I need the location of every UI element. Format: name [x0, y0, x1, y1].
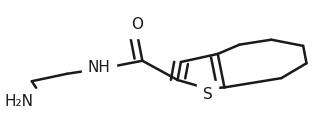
Text: NH: NH	[88, 60, 111, 75]
Text: S: S	[203, 87, 213, 102]
Text: O: O	[131, 17, 143, 32]
Text: H₂N: H₂N	[5, 94, 34, 109]
